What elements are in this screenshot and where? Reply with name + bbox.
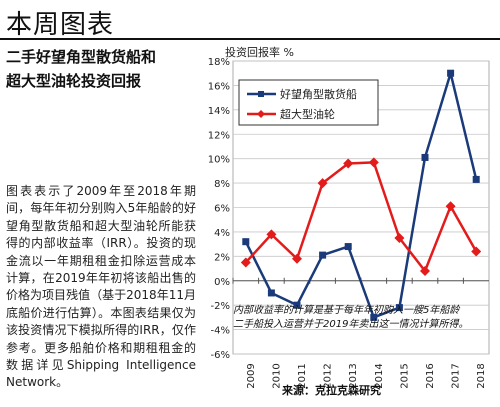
y-tick-label: 12% bbox=[208, 130, 230, 141]
chart-description: 图表表示了2009年至2018年期间，每年年初分别购入5年船龄的好望角型散货船和… bbox=[6, 184, 196, 390]
subtitle-line-1: 二手好望角型散货船和 bbox=[6, 48, 157, 66]
x-tick-label: 2014 bbox=[374, 363, 385, 388]
legend-box bbox=[238, 79, 379, 126]
legend-label-vlcc: 超大型油轮 bbox=[280, 107, 335, 121]
y-tick-label: -4% bbox=[211, 326, 230, 337]
y-tick-label: 8% bbox=[214, 179, 230, 190]
x-tick-label: 2011 bbox=[297, 363, 308, 388]
x-tick-label: 2015 bbox=[399, 363, 410, 388]
chart-legend: 好望角型散货船 超大型油轮 bbox=[238, 79, 379, 126]
axis-layer: -6% -4% -2% 0% 2% 4% 6% 8% 10% 12% 14% 16% 18% 2009 20… bbox=[208, 57, 489, 389]
data-point-cape bbox=[370, 313, 378, 321]
chart-source: 来源：克拉克森研究 bbox=[281, 383, 381, 397]
chart-container: 投资回报率 % -6% -4% -2% 0% 2% 4% 6% 8% 10% 12% 14% 16% 1… bbox=[206, 44, 500, 403]
data-point-cape bbox=[319, 251, 327, 259]
y-tick-label: 6% bbox=[214, 204, 230, 215]
legend-marker-vlcc bbox=[257, 110, 265, 118]
x-tick-label: 2009 bbox=[246, 363, 257, 388]
x-tick-label: 2013 bbox=[348, 363, 359, 388]
title-divider bbox=[0, 38, 500, 40]
y-tick-label: 14% bbox=[208, 106, 230, 117]
data-point-vlcc bbox=[240, 257, 251, 268]
x-tick-label: 2018 bbox=[476, 363, 487, 388]
x-tick-label: 2010 bbox=[271, 363, 282, 388]
data-point-cape bbox=[421, 153, 429, 161]
data-point-cape bbox=[293, 301, 301, 309]
chart-subtitle: 二手好望角型散货船和 超大型油轮投资回报 bbox=[6, 45, 204, 93]
y-axis-label: 投资回报率 % bbox=[225, 45, 294, 59]
series-layer bbox=[240, 69, 482, 321]
x-tick-label: 2016 bbox=[425, 363, 436, 388]
data-point-vlcc bbox=[471, 246, 482, 257]
data-point-vlcc bbox=[445, 201, 456, 212]
data-point-cape bbox=[395, 304, 403, 312]
data-point-cape bbox=[472, 175, 480, 183]
page-title: 本周图表 bbox=[6, 10, 115, 40]
legend-marker-cape bbox=[258, 91, 264, 97]
data-point-cape bbox=[242, 238, 250, 246]
y-tick-label: 2% bbox=[214, 252, 230, 263]
y-tick-label: 10% bbox=[208, 155, 230, 166]
data-point-cape bbox=[267, 289, 275, 297]
x-tick-label: 2012 bbox=[323, 363, 334, 388]
data-point-vlcc bbox=[343, 158, 354, 169]
legend-label-cape: 好望角型散货船 bbox=[280, 87, 357, 101]
data-point-vlcc bbox=[317, 178, 328, 189]
y-tick-label: -6% bbox=[211, 350, 230, 361]
data-point-cape bbox=[447, 69, 455, 77]
data-point-vlcc bbox=[368, 157, 379, 168]
annotation-line-1: 内部收益率的计算是基于每年年初购入一艘5年船龄 bbox=[233, 304, 460, 316]
x-tick-label: 2017 bbox=[451, 363, 462, 388]
data-point-vlcc bbox=[420, 265, 430, 276]
data-point-vlcc bbox=[292, 253, 302, 264]
y-tick-label: 0% bbox=[214, 277, 230, 288]
y-tick-label: -2% bbox=[211, 301, 230, 312]
data-point-vlcc bbox=[266, 229, 277, 240]
annotation-line-2: 二手船投入运营并于2019年卖出这一情况计算所得。 bbox=[233, 318, 468, 330]
data-point-cape bbox=[344, 243, 352, 251]
y-tick-label: 4% bbox=[214, 228, 230, 239]
y-tick-label: 18% bbox=[208, 57, 230, 68]
data-point-vlcc bbox=[394, 233, 405, 244]
irr-line-chart: 投资回报率 % -6% -4% -2% 0% 2% 4% 6% 8% 10% 12% 14% 16% 1… bbox=[208, 45, 490, 397]
series-line-vlcc bbox=[244, 161, 478, 273]
y-tick-label: 16% bbox=[208, 81, 230, 92]
subtitle-line-2: 超大型油轮投资回报 bbox=[6, 72, 142, 90]
series-line-cape bbox=[244, 71, 478, 319]
